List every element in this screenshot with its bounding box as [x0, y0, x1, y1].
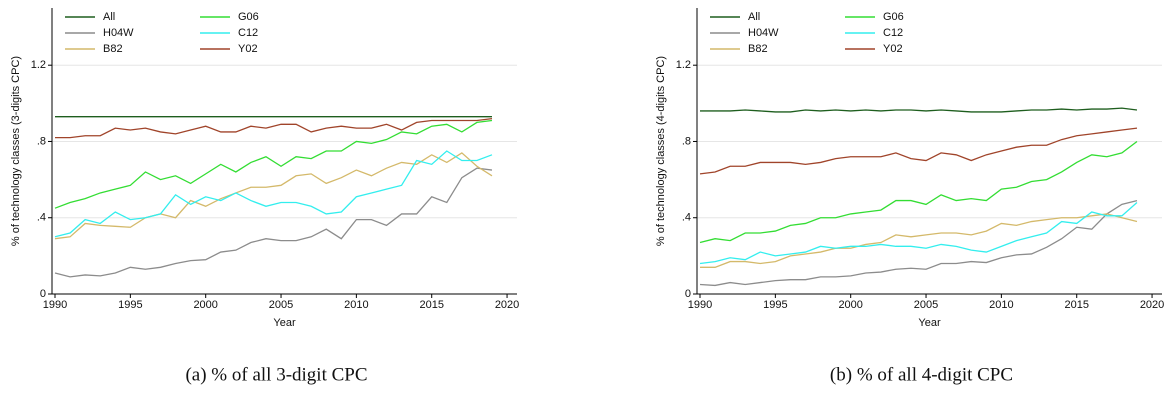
x-tick-label: 2015	[1064, 299, 1088, 311]
y-axis-title: % of technology classes (3-digits CPC)	[10, 56, 22, 246]
x-tick-label: 2000	[838, 299, 862, 311]
x-axis-title: Year	[273, 317, 296, 329]
x-tick-label: 1990	[43, 299, 67, 311]
y-tick-label: 1.2	[31, 59, 46, 71]
y-tick-label: 0	[40, 288, 46, 300]
series-line	[699, 201, 1138, 265]
series-line	[54, 167, 493, 278]
caption: (a) % of all 3-digit CPC	[185, 364, 367, 385]
series-line	[54, 119, 493, 209]
x-tick-label: 2000	[193, 299, 217, 311]
legend-label: C12	[883, 27, 903, 39]
x-tick-label: 2005	[914, 299, 938, 311]
x-tick-label: 2010	[989, 299, 1013, 311]
legend-label: All	[103, 11, 115, 23]
legend-label: Y02	[883, 43, 903, 55]
y-tick-label: .4	[682, 212, 691, 224]
x-axis-title: Year	[918, 317, 941, 329]
y-tick-label: 1.2	[676, 59, 691, 71]
x-tick-label: 2015	[419, 299, 443, 311]
y-tick-label: .4	[37, 212, 46, 224]
legend-label: H04W	[103, 27, 134, 39]
caption: (b) % of all 4-digit CPC	[830, 364, 1013, 385]
series-line	[699, 140, 1138, 244]
x-tick-label: 1995	[118, 299, 142, 311]
legend-label: Y02	[238, 43, 258, 55]
legend-label: B82	[103, 43, 123, 55]
series-line	[54, 152, 493, 240]
y-axis-title: % of technology classes (4-digits CPC)	[655, 56, 667, 246]
x-tick-label: 2005	[269, 299, 293, 311]
legend-label: H04W	[748, 27, 779, 39]
legend-label: B82	[748, 43, 768, 55]
series-line	[55, 117, 493, 139]
legend-label: G06	[883, 11, 904, 23]
legend-label: G06	[238, 11, 259, 23]
x-tick-label: 1990	[688, 299, 712, 311]
series-line	[699, 199, 1138, 287]
legend-label: C12	[238, 27, 258, 39]
series-line	[699, 127, 1138, 175]
x-tick-label: 2020	[1140, 299, 1164, 311]
y-tick-label: .8	[37, 135, 46, 147]
series-line	[54, 150, 493, 238]
series-line	[700, 107, 1138, 113]
legend-label: All	[748, 11, 760, 23]
x-tick-label: 2020	[495, 299, 519, 311]
x-tick-label: 2010	[344, 299, 368, 311]
x-tick-label: 1995	[763, 299, 787, 311]
y-tick-label: 0	[685, 288, 691, 300]
y-tick-label: .8	[682, 135, 691, 147]
series-line	[700, 213, 1138, 268]
